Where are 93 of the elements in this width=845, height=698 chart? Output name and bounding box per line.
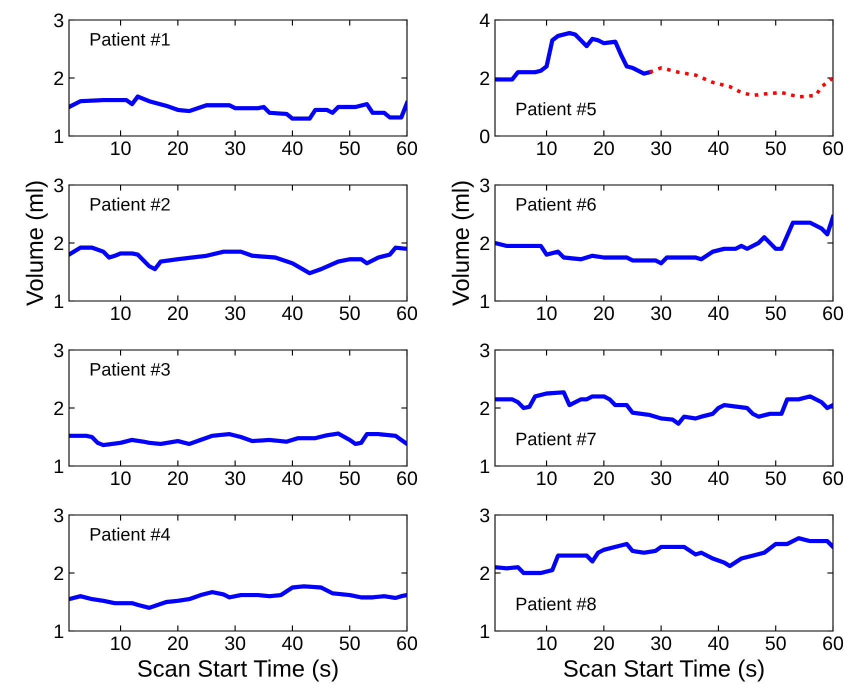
x-tick-label: 30: [225, 141, 246, 156]
x-tick-label: 60: [397, 141, 418, 156]
x-tick-label: 60: [397, 471, 418, 486]
x-tick-label: 20: [168, 141, 188, 156]
annotation: Patient #1: [90, 32, 170, 46]
line-series: [69, 246, 407, 276]
y-tick-label: 0: [480, 129, 490, 144]
x-tick-label: 20: [168, 636, 188, 650]
line-series: [495, 214, 833, 266]
y-tick-label: 2: [54, 566, 64, 580]
x-tick-label: 10: [111, 471, 131, 486]
x-tick-label: 30: [225, 306, 246, 320]
y-tick-label: 2: [480, 566, 490, 580]
x-tick-label: 20: [594, 471, 614, 486]
y-tick-label: 3: [54, 13, 64, 28]
x-axis-title: Scan Start Time (s): [138, 660, 338, 682]
line-series: [69, 94, 407, 121]
x-tick-label: 60: [823, 306, 844, 320]
y-tick-label: 2: [480, 71, 490, 86]
x-tick-label: 50: [766, 471, 786, 486]
x-tick-label: 20: [594, 141, 614, 156]
x-axis-title: Scan Start Time (s): [564, 660, 764, 682]
annotation: Patient #2: [90, 197, 170, 211]
x-tick-label: 50: [766, 141, 786, 156]
x-tick-label: 30: [225, 636, 246, 650]
line-series: [495, 30, 652, 82]
x-tick-label: 20: [594, 636, 614, 650]
y-tick-label: 3: [480, 343, 490, 358]
y-tick-label: 3: [480, 508, 490, 522]
x-tick-label: 30: [225, 471, 246, 486]
x-tick-label: 30: [651, 306, 672, 320]
y-tick-label: 4: [480, 14, 490, 28]
y-axis-title: Volume (ml): [26, 181, 48, 306]
y-tick-label: 2: [480, 401, 490, 416]
annotation: Patient #6: [516, 197, 596, 211]
x-tick-label: 30: [651, 471, 672, 486]
x-tick-label: 50: [340, 471, 360, 486]
y-tick-label: 2: [54, 71, 64, 86]
annotation: Patient #7: [516, 432, 596, 446]
x-tick-label: 20: [168, 471, 188, 486]
annotation: Patient #3: [90, 362, 170, 376]
y-tick-label: 1: [54, 624, 64, 638]
y-axis-title: Volume (ml): [452, 181, 474, 306]
x-tick-label: 40: [282, 636, 302, 650]
x-tick-label: 50: [340, 636, 360, 650]
y-tick-label: 3: [480, 178, 490, 192]
x-tick-label: 50: [766, 306, 786, 320]
y-tick-label: 1: [480, 460, 490, 474]
annotation: Patient #5: [516, 102, 596, 116]
y-tick-label: 3: [54, 343, 64, 358]
x-tick-label: 10: [111, 141, 131, 156]
annotation: Patient #8: [516, 597, 596, 610]
x-tick-label: 10: [537, 306, 557, 320]
y-tick-label: 1: [54, 130, 64, 144]
y-tick-label: 3: [54, 508, 64, 522]
y-tick-label: 1: [54, 460, 64, 474]
x-tick-label: 10: [111, 636, 131, 650]
x-tick-label: 40: [708, 141, 728, 156]
x-tick-label: 40: [708, 636, 728, 650]
x-tick-label: 40: [708, 306, 728, 320]
x-tick-label: 40: [282, 471, 302, 486]
y-tick-label: 1: [54, 294, 64, 308]
line-series: [495, 536, 833, 576]
x-tick-label: 40: [282, 141, 302, 156]
x-tick-label: 60: [823, 471, 844, 486]
line-series: [648, 66, 833, 99]
x-tick-label: 60: [397, 636, 418, 650]
y-tick-label: 2: [480, 236, 490, 250]
x-tick-label: 10: [537, 636, 557, 650]
y-tick-label: 3: [54, 178, 64, 192]
x-tick-label: 10: [537, 141, 557, 156]
x-tick-label: 40: [282, 306, 302, 320]
y-tick-label: 1: [480, 624, 490, 638]
y-tick-label: 2: [54, 236, 64, 250]
line-series: [495, 390, 833, 426]
y-tick-label: 1: [480, 294, 490, 308]
x-tick-label: 20: [168, 306, 188, 320]
x-tick-label: 30: [651, 141, 672, 156]
x-tick-label: 10: [111, 306, 131, 320]
x-tick-label: 50: [766, 636, 786, 650]
x-tick-label: 50: [340, 306, 360, 320]
x-tick-label: 10: [537, 471, 557, 486]
x-tick-label: 60: [823, 636, 844, 650]
x-tick-label: 50: [340, 141, 360, 156]
y-tick-label: 2: [54, 401, 64, 416]
x-tick-label: 60: [397, 306, 418, 320]
line-series: [69, 584, 407, 610]
annotation: Patient #4: [90, 527, 170, 541]
x-tick-label: 40: [708, 471, 728, 486]
line-series: [69, 431, 407, 448]
x-tick-label: 60: [823, 141, 844, 156]
x-tick-label: 20: [594, 306, 614, 320]
x-tick-label: 30: [651, 636, 672, 650]
